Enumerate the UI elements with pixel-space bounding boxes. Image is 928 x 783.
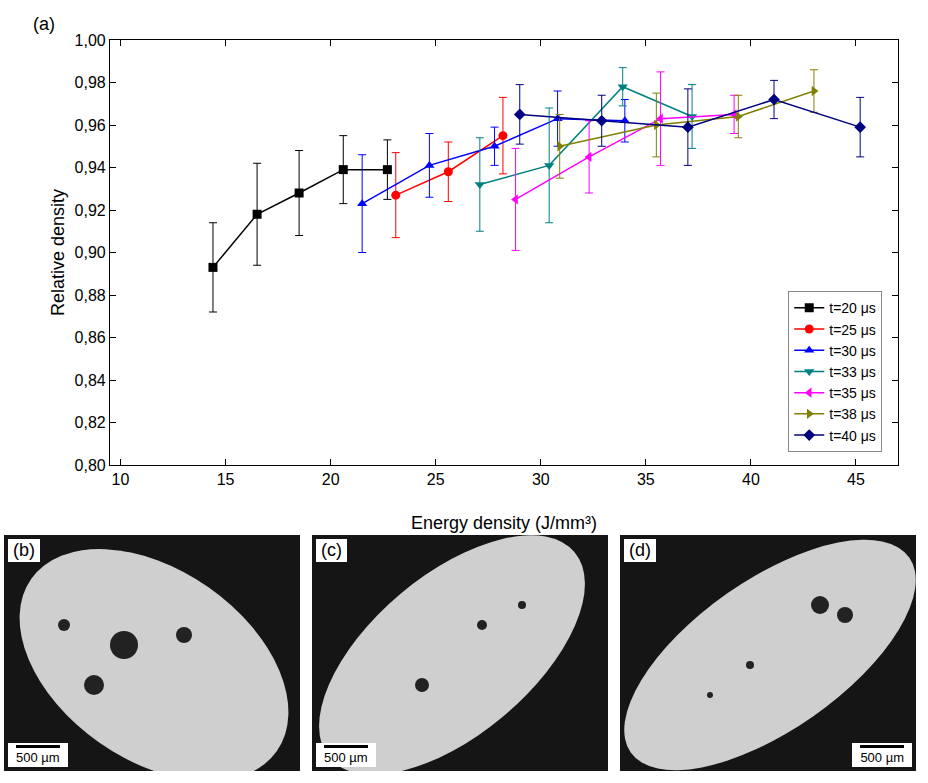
- svg-text:10: 10: [112, 471, 130, 488]
- html-text:500 µm: 500 µm: [324, 750, 368, 765]
- svg-text:35: 35: [637, 471, 655, 488]
- svg-text:0,92: 0,92: [75, 202, 106, 219]
- svg-text:t=20 μs: t=20 μs: [829, 300, 876, 316]
- svg-text:0,90: 0,90: [75, 244, 106, 261]
- svg-text:25: 25: [427, 471, 445, 488]
- html-text:500 µm: 500 µm: [16, 750, 60, 765]
- svg-text:t=38 μs: t=38 μs: [829, 406, 876, 422]
- svg-text:0,84: 0,84: [75, 372, 106, 389]
- svg-text:30: 30: [532, 471, 550, 488]
- svg-text:0,98: 0,98: [75, 74, 106, 91]
- html-text:(c): (c): [321, 540, 342, 560]
- svg-text:0,88: 0,88: [75, 287, 106, 304]
- svg-text:15: 15: [217, 471, 235, 488]
- svg-text:40: 40: [742, 471, 760, 488]
- html-text:(b): (b): [13, 540, 35, 560]
- svg-text:45: 45: [847, 471, 865, 488]
- svg-text:t=40 μs: t=40 μs: [829, 428, 876, 444]
- html-text:500 µm: 500 µm: [860, 750, 904, 765]
- svg-text:Energy density (J/mm³): Energy density (J/mm³): [411, 513, 597, 533]
- svg-text:t=35 μs: t=35 μs: [829, 385, 876, 401]
- svg-text:0,96: 0,96: [75, 117, 106, 134]
- html-text:(d): (d): [629, 540, 651, 560]
- svg-text:0,80: 0,80: [75, 457, 106, 474]
- svg-text:0,82: 0,82: [75, 414, 106, 431]
- svg-text:20: 20: [322, 471, 340, 488]
- svg-text:t=33 μs: t=33 μs: [829, 364, 876, 380]
- svg-text:0,86: 0,86: [75, 329, 106, 346]
- svg-text:Relative density: Relative density: [48, 189, 68, 316]
- svg-text:0,94: 0,94: [75, 159, 106, 176]
- svg-text:1,00: 1,00: [75, 32, 106, 49]
- svg-text:t=25 μs: t=25 μs: [829, 322, 876, 338]
- svg-text:(a): (a): [33, 14, 55, 34]
- svg-text:t=30 μs: t=30 μs: [829, 343, 876, 359]
